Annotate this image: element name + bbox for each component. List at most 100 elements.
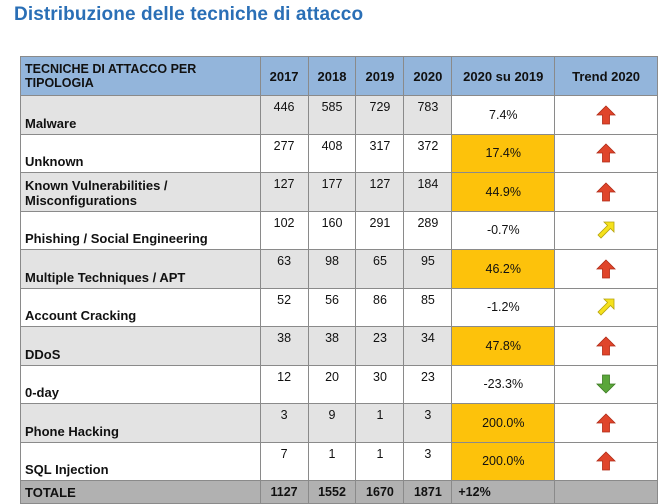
value-2018-cell: 1 bbox=[307, 441, 357, 481]
value-2020-cell: 85 bbox=[403, 287, 453, 327]
change-cell: 46.2% bbox=[451, 249, 556, 289]
total-2018-cell: 1552 bbox=[307, 480, 357, 504]
column-header-2018: 2018 bbox=[307, 56, 357, 96]
value-2020-cell: 34 bbox=[403, 326, 453, 366]
technique-cell: 0-day bbox=[20, 364, 261, 404]
technique-cell: SQL Injection bbox=[20, 441, 261, 481]
diagonal-yellow-arrow-icon bbox=[596, 297, 616, 317]
value-2017-cell: 38 bbox=[259, 326, 309, 366]
value-2017-cell: 446 bbox=[259, 95, 309, 135]
attack-techniques-table: TECNICHE DI ATTACCO PER TIPOLOGIA 2017 2… bbox=[20, 56, 658, 504]
value-2017-cell: 63 bbox=[259, 249, 309, 289]
value-2019-cell: 30 bbox=[355, 364, 405, 404]
total-trend-cell bbox=[554, 480, 658, 504]
change-cell: 47.8% bbox=[451, 326, 556, 366]
value-2017-cell: 3 bbox=[259, 403, 309, 443]
value-2017-cell: 52 bbox=[259, 287, 309, 327]
trend-cell bbox=[554, 403, 658, 443]
value-2017-cell: 277 bbox=[259, 133, 309, 173]
column-header-trend: Trend 2020 bbox=[554, 56, 658, 96]
value-2019-cell: 86 bbox=[355, 287, 405, 327]
change-cell: -0.7% bbox=[451, 210, 556, 250]
up-red-arrow-icon bbox=[596, 143, 617, 163]
technique-cell: Phishing / Social Engineering bbox=[20, 210, 261, 250]
value-2019-cell: 729 bbox=[355, 95, 405, 135]
up-red-arrow-icon bbox=[596, 336, 617, 356]
trend-cell bbox=[554, 326, 658, 366]
technique-cell: Unknown bbox=[20, 133, 261, 173]
value-2018-cell: 56 bbox=[307, 287, 357, 327]
technique-cell: Account Cracking bbox=[20, 287, 261, 327]
table-row: Unknown 277 408 317 372 17.4% bbox=[20, 133, 658, 173]
column-header-2019: 2019 bbox=[355, 56, 405, 96]
value-2017-cell: 12 bbox=[259, 364, 309, 404]
trend-cell bbox=[554, 249, 658, 289]
change-cell: 7.4% bbox=[451, 95, 556, 135]
change-cell: -23.3% bbox=[451, 364, 556, 404]
technique-cell: Phone Hacking bbox=[20, 403, 261, 443]
value-2019-cell: 23 bbox=[355, 326, 405, 366]
down-green-arrow-icon bbox=[596, 374, 617, 394]
value-2017-cell: 102 bbox=[259, 210, 309, 250]
change-cell: 200.0% bbox=[451, 441, 556, 481]
trend-cell bbox=[554, 287, 658, 327]
value-2017-cell: 7 bbox=[259, 441, 309, 481]
value-2018-cell: 38 bbox=[307, 326, 357, 366]
change-cell: 44.9% bbox=[451, 172, 556, 212]
total-2019-cell: 1670 bbox=[355, 480, 405, 504]
column-header-change: 2020 su 2019 bbox=[451, 56, 556, 96]
trend-cell bbox=[554, 364, 658, 404]
value-2019-cell: 1 bbox=[355, 403, 405, 443]
table-header-row: TECNICHE DI ATTACCO PER TIPOLOGIA 2017 2… bbox=[20, 56, 658, 96]
value-2018-cell: 585 bbox=[307, 95, 357, 135]
value-2020-cell: 372 bbox=[403, 133, 453, 173]
value-2018-cell: 9 bbox=[307, 403, 357, 443]
value-2020-cell: 184 bbox=[403, 172, 453, 212]
technique-cell: Multiple Techniques / APT bbox=[20, 249, 261, 289]
value-2020-cell: 3 bbox=[403, 403, 453, 443]
up-red-arrow-icon bbox=[596, 259, 617, 279]
up-red-arrow-icon bbox=[596, 182, 617, 202]
table-row: Known Vulnerabilities / Misconfiguration… bbox=[20, 172, 658, 212]
technique-cell: Malware bbox=[20, 95, 261, 135]
change-cell: 17.4% bbox=[451, 133, 556, 173]
up-red-arrow-icon bbox=[596, 451, 617, 471]
value-2018-cell: 177 bbox=[307, 172, 357, 212]
diagonal-yellow-arrow-icon bbox=[596, 220, 616, 240]
total-label-cell: TOTALE bbox=[20, 480, 261, 504]
value-2018-cell: 160 bbox=[307, 210, 357, 250]
value-2019-cell: 65 bbox=[355, 249, 405, 289]
total-change-cell: +12% bbox=[451, 480, 556, 504]
up-red-arrow-icon bbox=[596, 413, 617, 433]
page-title: Distribuzione delle tecniche di attacco bbox=[14, 4, 364, 25]
table-row: Phishing / Social Engineering 102 160 291 28… bbox=[20, 210, 658, 250]
value-2018-cell: 408 bbox=[307, 133, 357, 173]
trend-cell bbox=[554, 441, 658, 481]
value-2020-cell: 289 bbox=[403, 210, 453, 250]
value-2019-cell: 1 bbox=[355, 441, 405, 481]
value-2020-cell: 95 bbox=[403, 249, 453, 289]
total-2020-cell: 1871 bbox=[403, 480, 453, 504]
change-cell: -1.2% bbox=[451, 287, 556, 327]
table-row: SQL Injection 7 1 1 3 200.0% bbox=[20, 441, 658, 481]
value-2020-cell: 23 bbox=[403, 364, 453, 404]
total-2017-cell: 1127 bbox=[259, 480, 309, 504]
trend-cell bbox=[554, 95, 658, 135]
up-red-arrow-icon bbox=[596, 105, 617, 125]
value-2020-cell: 3 bbox=[403, 441, 453, 481]
value-2020-cell: 783 bbox=[403, 95, 453, 135]
value-2019-cell: 127 bbox=[355, 172, 405, 212]
value-2018-cell: 20 bbox=[307, 364, 357, 404]
table-row: Phone Hacking 3 9 1 3 200.0% bbox=[20, 403, 658, 443]
table-row: Malware 446 585 729 783 7.4% bbox=[20, 95, 658, 135]
column-header-technique: TECNICHE DI ATTACCO PER TIPOLOGIA bbox=[20, 56, 261, 96]
value-2019-cell: 291 bbox=[355, 210, 405, 250]
value-2017-cell: 127 bbox=[259, 172, 309, 212]
total-row: TOTALE 1127 1552 1670 1871 +12% bbox=[20, 480, 658, 504]
change-cell: 200.0% bbox=[451, 403, 556, 443]
trend-cell bbox=[554, 133, 658, 173]
table-row: Multiple Techniques / APT 63 98 65 95 46.2% bbox=[20, 249, 658, 289]
technique-cell: DDoS bbox=[20, 326, 261, 366]
value-2019-cell: 317 bbox=[355, 133, 405, 173]
table-row: Account Cracking 52 56 86 85 -1.2% bbox=[20, 287, 658, 327]
